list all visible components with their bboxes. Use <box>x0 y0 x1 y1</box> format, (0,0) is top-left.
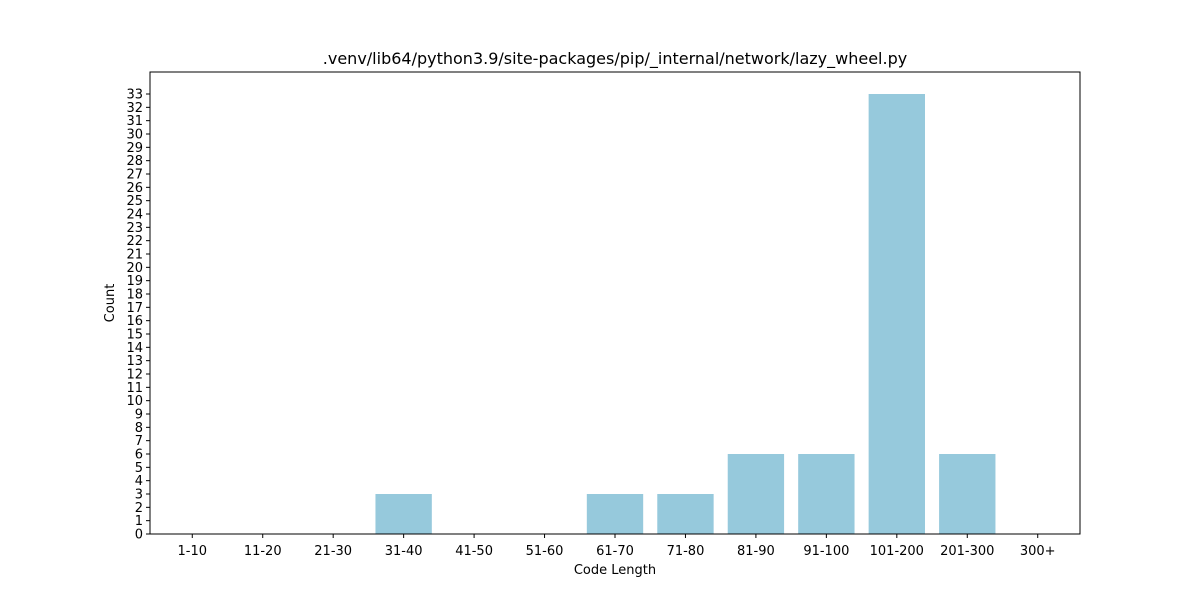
y-tick-label: 29 <box>126 141 143 156</box>
y-axis-label: Count <box>103 284 118 323</box>
y-tick-label: 1 <box>135 514 143 529</box>
y-tick-label: 17 <box>126 301 143 316</box>
x-tick-label: 81-90 <box>737 544 775 559</box>
bar-31-40 <box>375 494 432 534</box>
bar-101-200 <box>868 94 925 534</box>
y-tick-label: 28 <box>126 154 143 169</box>
y-axis: 0123456789101112131415161718192021222324… <box>126 88 150 543</box>
bar-91-100 <box>798 454 855 534</box>
plot-frame <box>149 71 1081 535</box>
y-tick-label: 7 <box>135 434 143 449</box>
y-tick-label: 0 <box>135 528 143 543</box>
y-tick-label: 2 <box>135 501 143 516</box>
x-tick-label: 300+ <box>1020 544 1056 559</box>
y-tick-label: 13 <box>126 354 143 369</box>
chart-title: .venv/lib64/python3.9/site-packages/pip/… <box>323 49 907 69</box>
y-tick-label: 16 <box>126 314 143 329</box>
x-tick-label: 11-20 <box>244 544 282 559</box>
y-tick-label: 21 <box>126 248 143 263</box>
x-tick-label: 21-30 <box>314 544 352 559</box>
y-tick-label: 23 <box>126 221 143 236</box>
y-tick-label: 18 <box>126 288 143 303</box>
y-tick-label: 31 <box>126 114 143 129</box>
x-tick-label: 1-10 <box>178 544 208 559</box>
x-axis: 1-10 11-20 21-30 31-40 41-50 51-60 61-70 71-80 8… <box>178 534 1056 559</box>
y-tick-label: 32 <box>126 101 143 116</box>
x-tick-label: 31-40 <box>385 544 423 559</box>
y-tick-label: 22 <box>126 234 143 249</box>
x-tick-label: 91-100 <box>803 544 849 559</box>
y-tick-label: 30 <box>126 128 143 143</box>
x-axis-label: Code Length <box>574 563 656 578</box>
y-tick-label: 12 <box>126 368 143 383</box>
y-tick-label: 19 <box>126 274 143 289</box>
bar-201-300 <box>939 454 996 534</box>
y-tick-label: 5 <box>135 461 143 476</box>
y-tick-label: 33 <box>126 88 143 103</box>
y-tick-label: 15 <box>126 328 143 343</box>
y-tick-label: 8 <box>135 421 143 436</box>
y-tick-label: 27 <box>126 168 143 183</box>
y-tick-label: 6 <box>135 448 143 463</box>
y-tick-label: 24 <box>126 208 143 223</box>
y-tick-label: 25 <box>126 194 143 209</box>
bars-group <box>375 94 996 534</box>
x-tick-label: 61-70 <box>596 544 634 559</box>
x-tick-label: 71-80 <box>667 544 705 559</box>
y-tick-label: 26 <box>126 181 143 196</box>
bar-81-90 <box>727 454 785 534</box>
x-tick-label: 101-200 <box>870 544 924 559</box>
bar-71-80 <box>657 494 714 534</box>
x-tick-label: 41-50 <box>455 544 493 559</box>
y-tick-label: 11 <box>126 381 143 396</box>
x-tick-label: 201-300 <box>940 544 994 559</box>
y-tick-label: 14 <box>126 341 143 356</box>
y-tick-label: 4 <box>135 474 143 489</box>
y-tick-label: 9 <box>135 408 143 423</box>
y-tick-label: 10 <box>126 394 143 409</box>
y-tick-label: 3 <box>135 488 143 503</box>
bar-61-70 <box>586 494 644 534</box>
y-tick-label: 20 <box>126 261 143 276</box>
x-tick-label: 51-60 <box>526 544 564 559</box>
